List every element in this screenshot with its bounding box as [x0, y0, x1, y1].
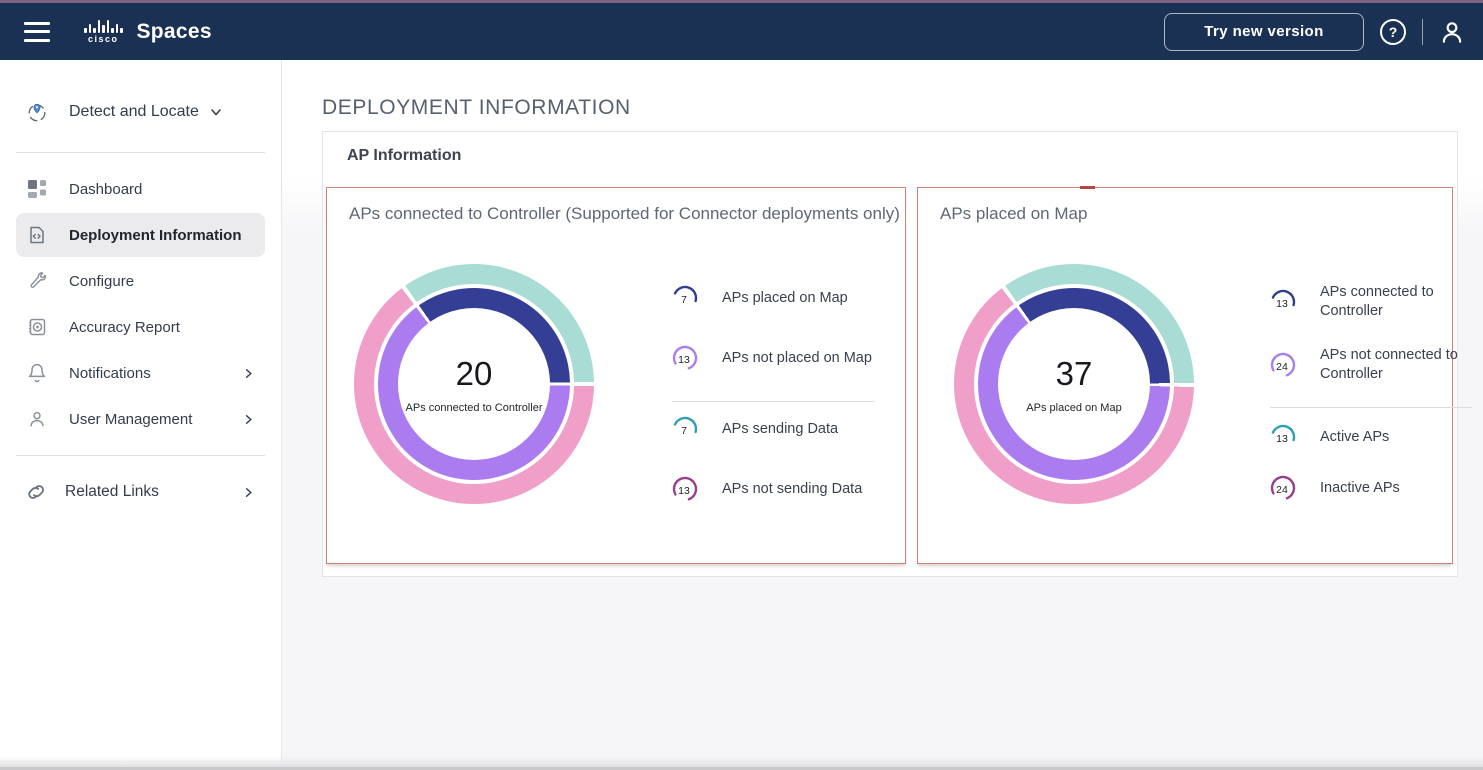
- legend-divider: [1270, 407, 1472, 408]
- sidebar-item-label: Configure: [69, 272, 135, 290]
- legend-arc-icon: 7: [672, 416, 698, 442]
- chevron-right-icon: [242, 413, 255, 426]
- cisco-logo: cisco: [84, 19, 123, 44]
- card-title: AP Information: [347, 147, 462, 164]
- legend-value: 24: [1276, 361, 1288, 373]
- sidebar-item-configure[interactable]: Configure: [16, 259, 265, 303]
- legend-item: 24 Inactive APs: [1270, 475, 1482, 501]
- try-new-version-button[interactable]: Try new version: [1164, 12, 1364, 51]
- donut-center-value: 37: [1055, 354, 1093, 392]
- chart-title: APs placed on Map: [940, 204, 1088, 223]
- chart-legend: 13 APs connected to Controller 24 APs not c…: [1270, 283, 1482, 526]
- legend-item: 13 Active APs: [1270, 424, 1482, 450]
- main-content: DEPLOYMENT INFORMATION AP Information AP…: [282, 60, 1483, 770]
- legend-arc-icon: 24: [1270, 475, 1296, 501]
- chart-legend: 7 APs placed on Map 13 APs not placed on Ma…: [672, 285, 874, 536]
- legend-label: APs not placed on Map: [722, 349, 872, 366]
- chevron-right-icon: [242, 486, 255, 499]
- sidebar-item-accuracy-report[interactable]: Accuracy Report: [16, 305, 265, 349]
- chart-panel-aps-connected: APs connected to Controller (Supported f…: [326, 187, 906, 564]
- sidebar-item-label: User Management: [69, 410, 193, 428]
- donut-center: 37 APs placed on Map: [998, 308, 1150, 460]
- top-accent-strip: [0, 0, 1483, 3]
- donut-center-label: APs connected to Controller: [405, 401, 543, 414]
- donut-center: 20 APs connected to Controller: [398, 308, 550, 460]
- legend-label: APs not sending Data: [722, 480, 863, 497]
- sidebar-item-label: Notifications: [69, 364, 151, 382]
- nav-divider: [1422, 18, 1423, 45]
- app-switcher-label: Detect and Locate: [69, 103, 199, 120]
- app-brand-name: Spaces: [136, 19, 212, 43]
- legend-arc-icon: 13: [1270, 424, 1296, 450]
- location-pin-icon: [26, 100, 48, 124]
- user-management-icon: [26, 409, 48, 429]
- legend-value: 13: [1276, 433, 1288, 445]
- legend-value: 7: [681, 294, 687, 306]
- sidebar-item-user-management[interactable]: User Management: [16, 397, 265, 441]
- sidebar-item-label: Accuracy Report: [69, 318, 180, 336]
- legend-item: 13 APs not sending Data: [672, 476, 874, 502]
- donut-chart: 37 APs placed on Map: [954, 264, 1194, 504]
- legend-arc-icon: 24: [1270, 352, 1296, 378]
- chart-panel-aps-placed: APs placed on Map 37 APs placed on Map 1…: [917, 186, 1472, 564]
- legend-item: 13 APs not placed on Map: [672, 345, 874, 371]
- sidebar-item-notifications[interactable]: Notifications: [16, 351, 265, 395]
- legend-value: 13: [678, 485, 690, 497]
- navbar: cisco Spaces Try new version ?: [0, 3, 1483, 60]
- donut-center-value: 20: [455, 354, 493, 392]
- deployment-information-icon: [26, 225, 48, 245]
- legend-label: APs connected to Controller: [1320, 284, 1434, 319]
- legend-label: APs placed on Map: [722, 289, 848, 306]
- cisco-logo-bars: [84, 19, 123, 33]
- legend-item: 13 APs connected to Controller: [1270, 283, 1482, 321]
- donut-center-label: APs placed on Map: [1026, 401, 1122, 414]
- legend-arc-icon: 13: [1270, 289, 1296, 315]
- ap-information-card: AP Information APs connected to Controll…: [322, 131, 1472, 577]
- sidebar-item-label: Dashboard: [69, 180, 143, 198]
- sidebar: Detect and Locate Dashboard Deployment I…: [0, 60, 282, 770]
- accuracy-report-icon: [26, 317, 48, 337]
- legend-value: 7: [681, 425, 687, 437]
- legend-value: 13: [678, 354, 690, 366]
- legend-value: 13: [1276, 298, 1288, 310]
- sidebar-divider: [16, 455, 265, 456]
- app-switcher-detect-and-locate[interactable]: Detect and Locate: [16, 86, 265, 138]
- chevron-down-icon: [209, 105, 223, 119]
- legend-arc-icon: 13: [672, 476, 698, 502]
- legend-item: 24 APs not connected to Controller: [1270, 346, 1482, 384]
- legend-item: 7 APs sending Data: [672, 416, 874, 442]
- notifications-bell-icon: [26, 363, 48, 383]
- sidebar-item-related-links[interactable]: Related Links: [16, 470, 265, 514]
- sidebar-item-deployment-information[interactable]: Deployment Information: [16, 213, 265, 257]
- page-title: DEPLOYMENT INFORMATION: [322, 96, 631, 119]
- related-links-icon: [26, 480, 48, 504]
- legend-label: Active APs: [1320, 428, 1390, 445]
- legend-label: Inactive APs: [1320, 479, 1400, 496]
- chart-title: APs connected to Controller (Supported f…: [349, 204, 900, 223]
- sidebar-divider: [16, 152, 265, 153]
- donut-chart: 20 APs connected to Controller: [354, 264, 594, 504]
- legend-divider: [672, 401, 874, 402]
- configure-wrench-icon: [26, 271, 48, 291]
- legend-arc-icon: 13: [672, 345, 698, 371]
- user-account-icon[interactable]: [1439, 19, 1465, 45]
- sidebar-item-dashboard[interactable]: Dashboard: [16, 167, 265, 211]
- bottom-edge-strip: [0, 756, 1483, 770]
- help-icon[interactable]: ?: [1380, 18, 1406, 45]
- legend-item: 7 APs placed on Map: [672, 285, 874, 311]
- menu-icon[interactable]: [24, 21, 50, 42]
- sidebar-item-label: Related Links: [65, 483, 159, 500]
- sidebar-item-label: Deployment Information: [69, 226, 242, 244]
- legend-value: 24: [1276, 484, 1288, 496]
- cisco-logo-text: cisco: [87, 34, 119, 44]
- legend-arc-icon: 7: [672, 285, 698, 311]
- legend-label: APs not connected to Controller: [1320, 347, 1458, 382]
- panel-accent-dash: [1080, 186, 1095, 189]
- legend-label: APs sending Data: [722, 420, 839, 437]
- dashboard-icon: [26, 179, 48, 199]
- chevron-right-icon: [242, 367, 255, 380]
